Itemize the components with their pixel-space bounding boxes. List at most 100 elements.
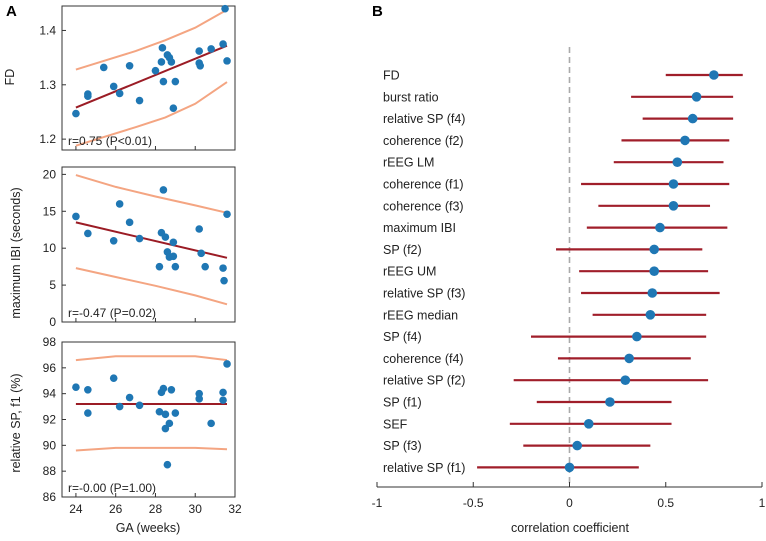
fd-data-point: [195, 47, 204, 55]
panel-b-letter: B: [372, 3, 383, 20]
fd-data-point: [115, 89, 124, 98]
sp-y-label: relative SP, f1 (%): [9, 373, 23, 472]
forest-estimate-point: [672, 157, 683, 167]
forest-row-label: relative SP (f2): [383, 374, 465, 388]
ibi-data-point: [125, 218, 134, 227]
ibi-data-point: [135, 234, 144, 243]
forest-estimate-point: [691, 92, 702, 102]
forest-row-label: SP (f3): [383, 439, 422, 453]
sp-data-point: [171, 409, 180, 417]
forest-x-tick-label: 0.5: [657, 496, 674, 510]
fd-data-point: [196, 61, 205, 70]
ibi-data-point: [161, 233, 170, 241]
forest-x-tick-label: 1: [759, 496, 766, 510]
sp-data-point: [223, 360, 231, 368]
forest-row-label: relative SP (f1): [383, 461, 465, 475]
forest-estimate-point: [649, 244, 659, 255]
fd-data-point: [223, 57, 231, 65]
fd-data-point: [221, 4, 229, 13]
forest-estimate-point: [655, 222, 665, 233]
fd-y-tick-label: 1.2: [39, 132, 56, 146]
forest-row-label: relative SP (f4): [383, 112, 465, 126]
sp-data-point: [72, 383, 80, 392]
fd-data-point: [219, 40, 227, 48]
fd-data-point: [84, 92, 92, 101]
fd-data-point: [109, 82, 118, 91]
ibi-y-tick-label: 20: [43, 167, 57, 181]
forest-row-label: rEEG median: [383, 308, 458, 322]
sp-y-tick-label: 94: [43, 387, 57, 401]
forest-x-tick-label: -1: [372, 496, 383, 510]
forest-row-label: coherence (f3): [383, 199, 464, 213]
fd-data-point: [159, 77, 168, 86]
forest-row-label: SP (f1): [383, 396, 422, 410]
forest-estimate-point: [564, 462, 575, 473]
forest-row-label: burst ratio: [383, 90, 439, 104]
ibi-ci-upper-line: [75, 174, 228, 214]
sp-data-point: [84, 385, 92, 394]
ibi-correlation-annotation: r=-0.47 (P=0.02): [68, 306, 156, 320]
ga-x-tick-label: 30: [189, 502, 203, 516]
forest-estimate-point: [687, 113, 698, 124]
forest-estimate-point: [572, 440, 582, 451]
ibi-y-tick-label: 15: [43, 204, 57, 218]
ga-x-tick-label: 28: [149, 502, 163, 516]
sp-data-point: [159, 384, 168, 393]
ga-x-tick-label: 24: [69, 502, 83, 516]
sp-y-tick-label: 90: [43, 438, 57, 452]
sp-data-point: [195, 389, 204, 398]
forest-x-axis-label: correlation coefficient: [511, 521, 629, 535]
sp-data-point: [165, 419, 174, 428]
ibi-data-point: [220, 276, 228, 285]
fd-data-point: [167, 58, 176, 66]
forest-estimate-point: [624, 353, 634, 364]
ibi-data-point: [115, 200, 124, 208]
sp-y-tick-label: 92: [43, 413, 57, 427]
fd-data-point: [207, 45, 215, 53]
ibi-y-tick-label: 10: [43, 241, 57, 255]
forest-estimate-point: [668, 179, 679, 189]
ibi-data-point: [109, 237, 118, 245]
sp-y-tick-label: 96: [43, 361, 57, 375]
fd-scatter-panel: 1.2 1.3 1.4 r=0.75 (P<0.01): [39, 4, 236, 151]
ibi-y-label: maximum IBI (seconds): [9, 187, 23, 318]
sp-y-tick-label: 88: [43, 464, 57, 478]
forest-plot-panel: -1 -0.5 0 0.5 1 FD burst ratio relative SP (f4)…: [372, 47, 766, 510]
sp-scatter-panel: 86 88 90 92 94 96 98 24 26 28 30 32 r=-0.00 (P=1.00): [43, 335, 242, 516]
ibi-data-point: [195, 225, 204, 233]
forest-estimate-point: [620, 375, 631, 386]
panel-a-letter: A: [6, 3, 17, 20]
sp-data-point: [155, 407, 164, 416]
forest-row-label: coherence (f1): [383, 178, 464, 192]
ibi-data-point: [72, 212, 80, 221]
sp-axes-box: [61, 341, 236, 498]
fd-data-point: [125, 61, 134, 70]
forest-estimate-point: [709, 70, 719, 80]
ibi-data-point: [223, 210, 231, 219]
fd-data-point: [135, 96, 144, 105]
forest-estimate-point: [668, 201, 679, 211]
ibi-ci-lower-line: [75, 267, 228, 306]
forest-estimate-point: [583, 419, 594, 429]
ibi-data-point: [159, 186, 168, 194]
forest-estimate-point: [680, 135, 690, 146]
ibi-data-point: [171, 262, 180, 271]
ibi-scatter-panel: 0 5 10 15 20 r=-0.47 (P=0.02): [43, 166, 236, 329]
ibi-data-point: [169, 252, 178, 261]
ibi-data-point: [155, 262, 164, 271]
ga-axis-label: GA (weeks): [116, 521, 181, 535]
ibi-y-tick-label: 0: [49, 315, 56, 329]
ibi-y-tick-label: 5: [49, 278, 56, 292]
forest-x-tick-label: 0: [566, 496, 573, 510]
sp-data-point: [125, 393, 134, 402]
sp-data-point: [161, 410, 170, 419]
ibi-data-point: [84, 229, 92, 238]
forest-row-label: relative SP (f3): [383, 287, 465, 301]
fd-data-point: [151, 66, 160, 75]
fd-axes-box: [61, 5, 236, 151]
forest-estimate-point: [632, 331, 642, 342]
ibi-data-point: [197, 249, 205, 258]
fd-y-tick-label: 1.4: [39, 23, 56, 37]
fd-y-label: FD: [3, 69, 17, 86]
